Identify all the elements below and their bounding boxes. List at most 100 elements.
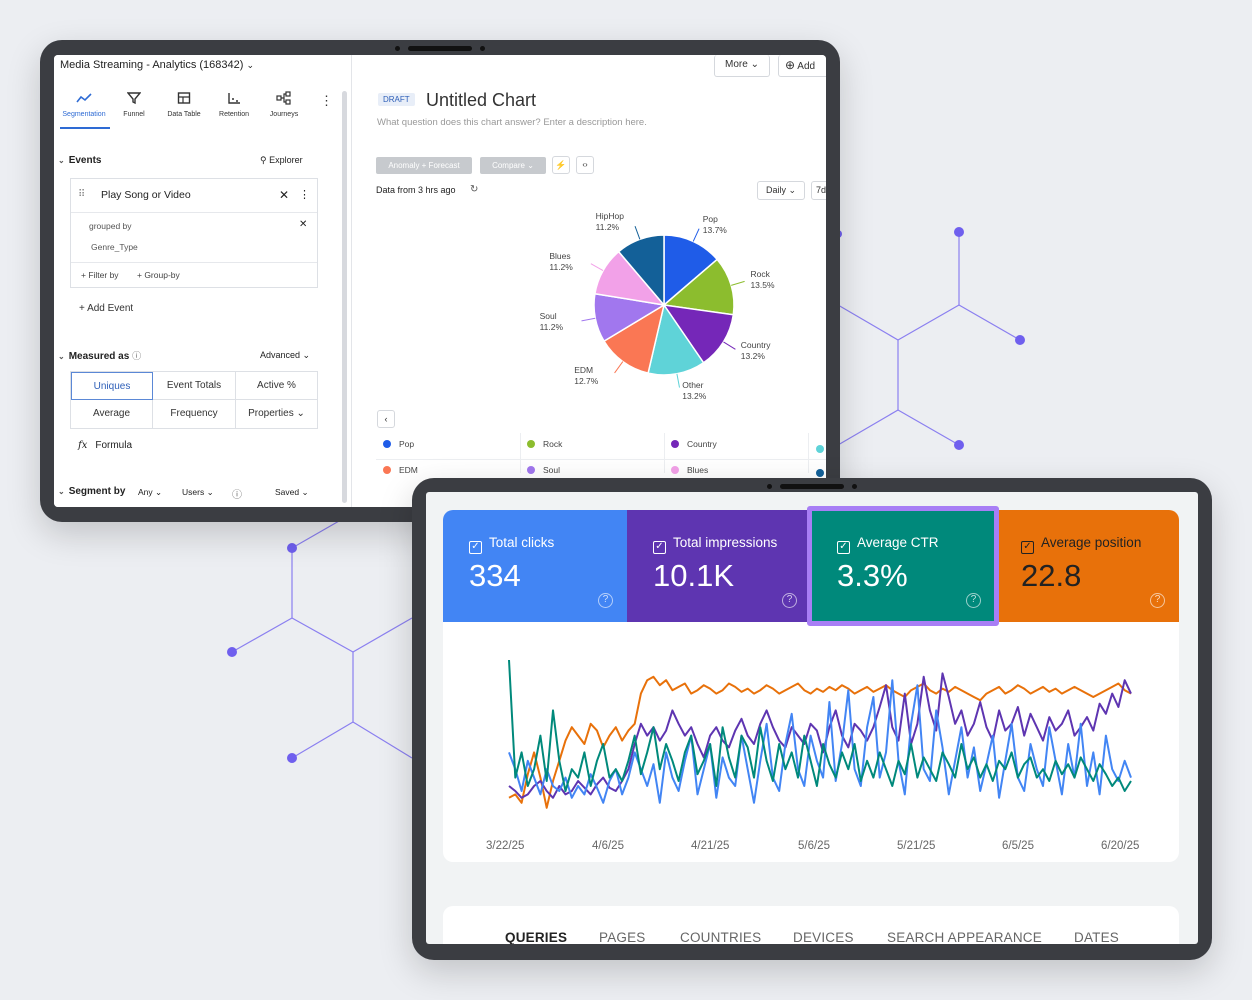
lightning-icon[interactable]: ⚡ <box>552 156 570 174</box>
tab-journeys[interactable]: Journeys <box>256 91 312 118</box>
pie-slice-edm[interactable] <box>603 303 666 375</box>
help-icon[interactable]: ? <box>966 593 981 608</box>
more-options-icon[interactable]: ⋮ <box>320 93 333 108</box>
measure-frequency[interactable]: Frequency <box>153 400 236 428</box>
legend-divider <box>376 459 826 460</box>
pie-slice-country[interactable] <box>662 304 735 364</box>
metric-total-impressions[interactable]: ✓ Total impressions 10.1K ? <box>627 510 811 622</box>
pie-label-name: Other <box>682 380 704 391</box>
measure-average[interactable]: Average <box>71 400 153 428</box>
pie-label-rock: Rock 13.5% <box>750 269 774 291</box>
filter-by-button[interactable]: + Filter by <box>81 270 119 280</box>
legend-label: Pop <box>399 439 415 449</box>
more-dropdown[interactable]: More ⌄ <box>714 55 770 77</box>
legend-label: Soul <box>543 465 561 475</box>
chart-type-toolbar: Segmentation Funnel Data Table <box>54 85 342 129</box>
legend-item-country[interactable]: Country <box>671 439 717 449</box>
tab-devices[interactable]: DEVICES <box>793 930 854 944</box>
metric-label-text: Total impressions <box>673 535 778 550</box>
measured-as-label: Measured as <box>68 351 130 362</box>
code-icon[interactable]: ‹› <box>576 156 594 174</box>
chart-title[interactable]: Untitled Chart <box>426 90 537 110</box>
tablet-sensor <box>480 46 485 51</box>
pie-label-name: Country <box>740 340 771 351</box>
legend-item-soul[interactable]: Soul <box>527 465 560 475</box>
legend-item-pop[interactable]: Pop <box>383 439 414 449</box>
event-menu-icon[interactable]: ⋮ <box>299 189 310 201</box>
add-button[interactable]: ⊕ Add <box>778 55 826 77</box>
interval-dropdown[interactable]: Daily ⌄ <box>757 181 805 200</box>
events-section-header[interactable]: ⌄ Events <box>58 155 102 166</box>
add-label: Add <box>797 61 816 72</box>
compare-dropdown[interactable]: Compare ⌄ <box>480 157 546 174</box>
advanced-label: Advanced <box>260 350 301 360</box>
legend-item-rock[interactable]: Rock <box>527 439 562 449</box>
group-property[interactable]: Genre_Type <box>91 242 138 252</box>
formula-button[interactable]: fx Formula <box>78 440 132 451</box>
measured-as-header[interactable]: ⌄ Measured as ⓘ <box>58 349 141 362</box>
chevron-down-icon: ⌄ <box>750 59 759 70</box>
tab-search-appearance[interactable]: SEARCH APPEARANCE <box>887 930 1042 944</box>
tab-label: Retention <box>219 111 249 118</box>
measure-event-totals[interactable]: Event Totals <box>153 372 236 400</box>
help-icon[interactable]: ? <box>598 593 613 608</box>
tab-pages[interactable]: PAGES <box>599 930 646 944</box>
chevron-left-icon[interactable]: ‹ <box>377 410 395 428</box>
pie-label-name: Rock <box>750 269 770 280</box>
tab-retention[interactable]: Retention <box>206 91 262 118</box>
pie-label-other: Other 13.2% <box>682 380 706 402</box>
segment-by-header[interactable]: ⌄ Segment by <box>58 486 125 497</box>
add-event-button[interactable]: + Add Event <box>79 303 134 314</box>
measure-properties[interactable]: Properties ⌄ <box>236 400 317 428</box>
tablet-camera <box>767 484 772 489</box>
tablet-speaker <box>780 484 844 489</box>
info-icon: ⓘ <box>232 490 242 501</box>
legend-item-edm[interactable]: EDM <box>383 465 418 475</box>
segment-any-dropdown[interactable]: Any ⌄ <box>138 487 162 498</box>
tab-data-table[interactable]: Data Table <box>156 91 212 118</box>
pie-label-value: 11.2% <box>549 261 573 272</box>
tab-queries[interactable]: QUERIES <box>505 930 567 944</box>
pie-slice-rock[interactable] <box>662 258 735 316</box>
pie-slice-other[interactable] <box>647 303 705 376</box>
measure-uniques[interactable]: Uniques <box>71 372 153 400</box>
tab-dates[interactable]: DATES <box>1074 930 1120 944</box>
pie-label-value: 11.2% <box>595 222 620 233</box>
drag-handle-icon[interactable]: ⠿ <box>78 189 86 200</box>
saved-dropdown[interactable]: Saved ⌄ <box>275 487 309 498</box>
help-icon[interactable]: ? <box>1150 593 1165 608</box>
group-by-button[interactable]: + Group-by <box>137 270 180 280</box>
anomaly-forecast-button[interactable]: Anomaly + Forecast <box>376 157 472 174</box>
tablet-camera <box>395 46 400 51</box>
segment-users-dropdown[interactable]: Users ⌄ <box>182 487 214 498</box>
tab-segmentation[interactable]: Segmentation <box>56 91 112 118</box>
chart-description-input[interactable]: What question does this chart answer? En… <box>377 117 647 128</box>
refresh-icon[interactable]: ↻ <box>470 184 479 195</box>
remove-event-icon[interactable]: ✕ <box>279 188 290 202</box>
panel-scrollbar[interactable] <box>342 91 347 503</box>
pie-label-pop: Pop 13.7% <box>703 214 727 236</box>
legend-item-blues[interactable]: Blues <box>671 465 708 475</box>
help-icon[interactable]: ? <box>782 593 797 608</box>
metric-total-clicks[interactable]: ✓ Total clicks 334 ? <box>443 510 627 622</box>
date-range-button[interactable]: 7d <box>811 181 826 200</box>
remove-group-icon[interactable]: ✕ <box>299 219 308 230</box>
plus-circle-icon: ⊕ <box>785 58 796 72</box>
metric-average-position[interactable]: ✓ Average position 22.8 ? <box>995 510 1179 622</box>
metric-average-ctr[interactable]: ✓ Average CTR 3.3% ? <box>811 510 995 622</box>
pie-slice-pop[interactable] <box>663 234 719 307</box>
event-name[interactable]: Play Song or Video <box>101 189 191 201</box>
active-tab-indicator <box>60 127 110 129</box>
pie-label-name: EDM <box>574 365 594 376</box>
project-selector[interactable]: Media Streaming - Analytics (168342) ⌄ <box>60 59 254 71</box>
series-line-3 <box>508 659 1132 792</box>
analytics-screen: Media Streaming - Analytics (168342) ⌄ S… <box>54 55 826 507</box>
advanced-dropdown[interactable]: Advanced ⌄ <box>260 350 310 361</box>
explorer-link[interactable]: ⚲ Explorer <box>260 155 303 166</box>
metric-value: 10.1K <box>653 558 735 593</box>
tab-countries[interactable]: COUNTRIES <box>680 930 762 944</box>
tab-funnel[interactable]: Funnel <box>106 91 162 118</box>
segment-any-label: Any <box>138 487 153 497</box>
info-icon: ⓘ <box>132 351 142 361</box>
measure-active-percent[interactable]: Active % <box>236 372 317 400</box>
